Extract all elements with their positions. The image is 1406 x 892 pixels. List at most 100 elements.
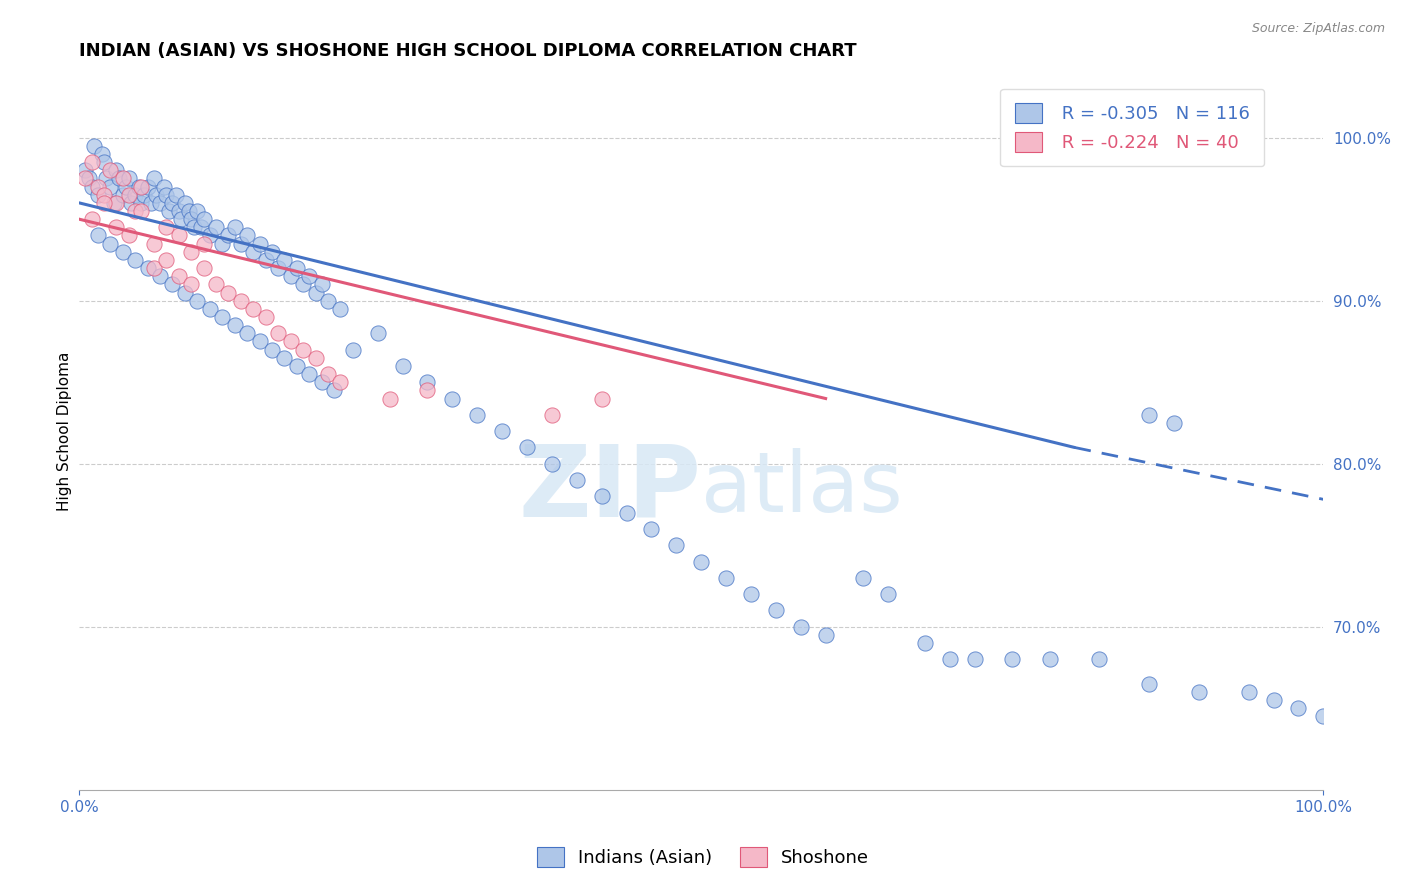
Text: INDIAN (ASIAN) VS SHOSHONE HIGH SCHOOL DIPLOMA CORRELATION CHART: INDIAN (ASIAN) VS SHOSHONE HIGH SCHOOL D…	[79, 42, 856, 60]
Point	[155, 187, 177, 202]
Point	[193, 261, 215, 276]
Point	[616, 506, 638, 520]
Point	[280, 334, 302, 349]
Point	[1038, 652, 1060, 666]
Point	[118, 171, 141, 186]
Point	[292, 277, 315, 292]
Point	[131, 179, 153, 194]
Point	[267, 326, 290, 341]
Point	[83, 138, 105, 153]
Point	[180, 212, 202, 227]
Point	[367, 326, 389, 341]
Point	[765, 603, 787, 617]
Point	[790, 620, 813, 634]
Point	[541, 457, 564, 471]
Point	[342, 343, 364, 357]
Point	[211, 236, 233, 251]
Point	[205, 220, 228, 235]
Y-axis label: High School Diploma: High School Diploma	[58, 351, 72, 511]
Point	[193, 236, 215, 251]
Point	[173, 285, 195, 300]
Point	[80, 155, 103, 169]
Point	[292, 343, 315, 357]
Point	[87, 187, 110, 202]
Point	[108, 171, 131, 186]
Point	[242, 244, 264, 259]
Point	[165, 187, 187, 202]
Point	[236, 228, 259, 243]
Text: Source: ZipAtlas.com: Source: ZipAtlas.com	[1251, 22, 1385, 36]
Point	[249, 236, 271, 251]
Text: atlas: atlas	[702, 448, 903, 529]
Point	[193, 212, 215, 227]
Point	[280, 269, 302, 284]
Point	[217, 228, 239, 243]
Point	[260, 343, 283, 357]
Point	[939, 652, 962, 666]
Point	[128, 179, 150, 194]
Point	[416, 375, 439, 389]
Legend: Indians (Asian), Shoshone: Indians (Asian), Shoshone	[530, 839, 876, 874]
Point	[224, 318, 246, 333]
Point	[155, 220, 177, 235]
Point	[329, 301, 352, 316]
Point	[311, 277, 333, 292]
Point	[329, 375, 352, 389]
Point	[565, 473, 588, 487]
Point	[77, 171, 100, 186]
Point	[205, 277, 228, 292]
Point	[740, 587, 762, 601]
Point	[285, 261, 308, 276]
Point	[87, 179, 110, 194]
Point	[170, 212, 193, 227]
Point	[111, 244, 134, 259]
Point	[75, 163, 97, 178]
Point	[98, 179, 121, 194]
Point	[1312, 709, 1334, 723]
Point	[75, 171, 97, 186]
Point	[298, 367, 321, 381]
Point	[224, 220, 246, 235]
Point	[814, 628, 837, 642]
Point	[162, 195, 184, 210]
Point	[124, 204, 146, 219]
Point	[90, 147, 112, 161]
Point	[124, 252, 146, 267]
Point	[149, 195, 172, 210]
Point	[690, 555, 713, 569]
Point	[105, 195, 128, 210]
Point	[1286, 701, 1309, 715]
Point	[190, 220, 212, 235]
Point	[198, 228, 221, 243]
Point	[118, 228, 141, 243]
Point	[267, 261, 290, 276]
Point	[316, 293, 339, 308]
Point	[236, 326, 259, 341]
Point	[441, 392, 464, 406]
Point	[96, 171, 118, 186]
Point	[1188, 685, 1211, 699]
Point	[1163, 416, 1185, 430]
Point	[273, 252, 295, 267]
Point	[105, 163, 128, 178]
Point	[254, 252, 277, 267]
Text: ZIP: ZIP	[519, 440, 702, 537]
Point	[516, 441, 538, 455]
Point	[304, 285, 326, 300]
Point	[591, 392, 613, 406]
Point	[304, 351, 326, 365]
Point	[465, 408, 488, 422]
Point	[311, 375, 333, 389]
Point	[120, 195, 142, 210]
Point	[141, 195, 163, 210]
Point	[211, 310, 233, 324]
Point	[162, 277, 184, 292]
Point	[93, 155, 115, 169]
Point	[93, 195, 115, 210]
Point	[80, 212, 103, 227]
Point	[876, 587, 898, 601]
Point	[242, 301, 264, 316]
Point	[152, 179, 174, 194]
Point	[198, 301, 221, 316]
Point	[118, 187, 141, 202]
